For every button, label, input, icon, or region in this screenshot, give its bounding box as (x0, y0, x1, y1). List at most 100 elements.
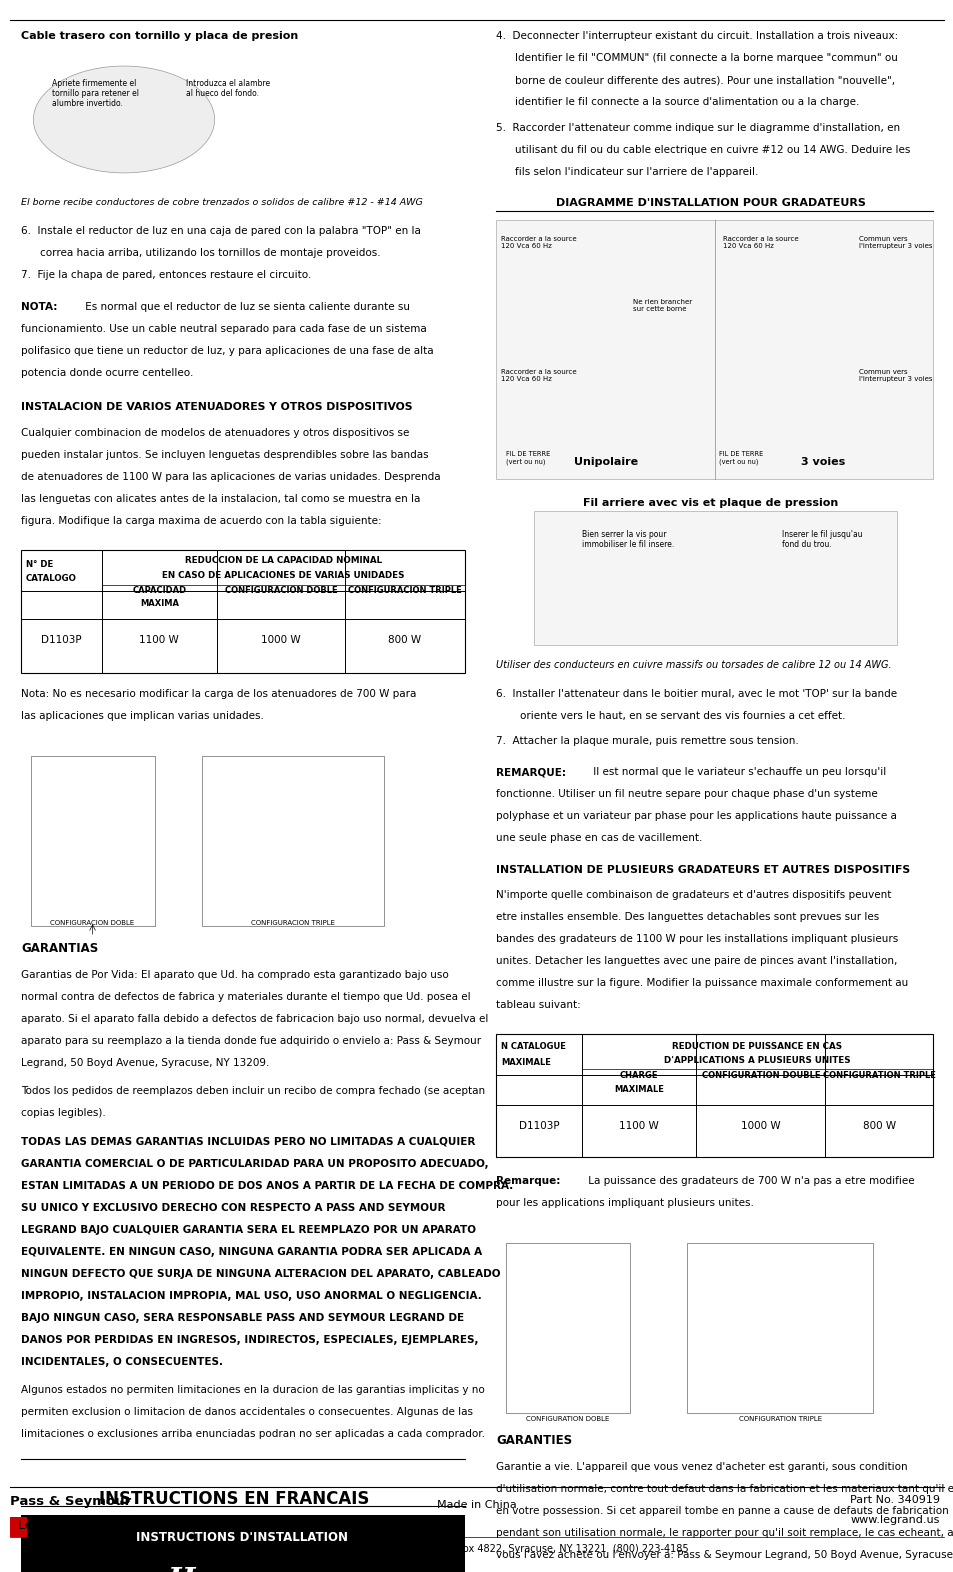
Text: LEGRAND BAJO CUALQUIER GARANTIA SERA EL REEMPLAZO POR UN APARATO: LEGRAND BAJO CUALQUIER GARANTIA SERA EL … (21, 1225, 476, 1234)
Text: CONFIGURACION TRIPLE: CONFIGURACION TRIPLE (251, 920, 335, 926)
Text: INSTRUCTIONS D'INSTALLATION: INSTRUCTIONS D'INSTALLATION (136, 1531, 348, 1544)
Text: 800 W: 800 W (862, 1121, 895, 1130)
Text: oriente vers le haut, en se servant des vis fournies a cet effet.: oriente vers le haut, en se servant des … (519, 711, 844, 720)
Text: Fil arriere avec vis et plaque de pression: Fil arriere avec vis et plaque de pressi… (582, 498, 838, 508)
Text: Harmony: Harmony (167, 1566, 317, 1572)
Text: Part No. 340919: Part No. 340919 (849, 1495, 939, 1504)
Text: NOTA:: NOTA: (21, 302, 57, 311)
Text: N° DE: N° DE (26, 560, 53, 569)
Text: Todos los pedidos de reemplazos deben incluir un recibo de compra fechado (se ac: Todos los pedidos de reemplazos deben in… (21, 1086, 485, 1096)
Text: IMPROPIO, INSTALACION IMPROPIA, MAL USO, USO ANORMAL O NEGLIGENCIA.: IMPROPIO, INSTALACION IMPROPIA, MAL USO,… (21, 1291, 481, 1300)
Text: Utiliser des conducteurs en cuivre massifs ou torsades de calibre 12 ou 14 AWG.: Utiliser des conducteurs en cuivre massi… (496, 660, 891, 670)
Text: BAJO NINGUN CASO, SERA RESPONSABLE PASS AND SEYMOUR LEGRAND DE: BAJO NINGUN CASO, SERA RESPONSABLE PASS … (21, 1313, 463, 1322)
Text: Legrand: Legrand (10, 1519, 69, 1531)
Text: 7.  Attacher la plaque murale, puis remettre sous tension.: 7. Attacher la plaque murale, puis remet… (496, 736, 798, 745)
Text: CONFIGURACION DOBLE: CONFIGURACION DOBLE (224, 586, 337, 596)
Text: N CATALOGUE: N CATALOGUE (500, 1042, 565, 1052)
Text: Commun vers
l'interrupteur 3 voies: Commun vers l'interrupteur 3 voies (858, 369, 931, 382)
Text: NINGUN DEFECTO QUE SURJA DE NINGUNA ALTERACION DEL APARATO, CABLEADO: NINGUN DEFECTO QUE SURJA DE NINGUNA ALTE… (21, 1269, 500, 1278)
Text: Nota: No es necesario modificar la carga de los atenuadores de 700 W para: Nota: No es necesario modificar la carga… (21, 689, 416, 698)
Text: Unipolaire: Unipolaire (573, 457, 638, 467)
Text: Garantie a vie. L'appareil que vous venez d'acheter est garanti, sous condition: Garantie a vie. L'appareil que vous vene… (496, 1462, 906, 1471)
Text: vous l'avez achete ou l'envoyer a: Pass & Seymour Legrand, 50 Boyd Avenue, Syrac: vous l'avez achete ou l'envoyer a: Pass … (496, 1550, 953, 1559)
Text: DIAGRAMME D'INSTALLATION POUR GRADATEURS: DIAGRAMME D'INSTALLATION POUR GRADATEURS (556, 198, 864, 208)
Text: La puissance des gradateurs de 700 W n'a pas a etre modifiee: La puissance des gradateurs de 700 W n'a… (584, 1176, 914, 1185)
Text: Es normal que el reductor de luz se sienta caliente durante su: Es normal que el reductor de luz se sien… (82, 302, 410, 311)
Text: D1103P: D1103P (518, 1121, 558, 1130)
Bar (534, 511, 896, 645)
Text: MAXIMA: MAXIMA (140, 599, 178, 608)
Text: correa hacia arriba, utilizando los tornillos de montaje proveidos.: correa hacia arriba, utilizando los torn… (40, 248, 380, 258)
Text: unites. Detacher les languettes avec une paire de pinces avant l'installation,: unites. Detacher les languettes avec une… (496, 956, 897, 965)
Text: EQUIVALENTE. EN NINGUN CASO, NINGUNA GARANTIA PODRA SER APLICADA A: EQUIVALENTE. EN NINGUN CASO, NINGUNA GAR… (21, 1247, 481, 1256)
Text: www.legrand.us: www.legrand.us (849, 1515, 939, 1525)
Text: El borne recibe conductores de cobre trenzados o solidos de calibre #12 - #14 AW: El borne recibe conductores de cobre tre… (21, 198, 422, 208)
Text: de atenuadores de 1100 W para las aplicaciones de varias unidades. Desprenda: de atenuadores de 1100 W para las aplica… (21, 472, 440, 481)
Text: CAPACIDAD: CAPACIDAD (132, 586, 186, 596)
Text: las aplicaciones que implican varias unidades.: las aplicaciones que implican varias uni… (21, 711, 264, 720)
Text: une seule phase en cas de vacillement.: une seule phase en cas de vacillement. (496, 833, 701, 843)
Text: SU UNICO Y EXCLUSIVO DERECHO CON RESPECTO A PASS AND SEYMOUR: SU UNICO Y EXCLUSIVO DERECHO CON RESPECT… (21, 1203, 445, 1212)
Text: pendant son utilisation normale, le rapporter pour qu'il soit remplace, le cas e: pendant son utilisation normale, le rapp… (496, 1528, 953, 1537)
Text: etre installes ensemble. Des languettes detachables sont prevues sur les: etre installes ensemble. Des languettes … (496, 912, 879, 921)
Text: GARANTIAS: GARANTIAS (21, 942, 98, 954)
Text: Bien serrer la vis pour
immobiliser le fil insere.: Bien serrer la vis pour immobiliser le f… (581, 530, 674, 549)
Text: 1100 W: 1100 W (618, 1121, 659, 1130)
Text: 1000 W: 1000 W (261, 635, 300, 645)
Text: REMARQUE:: REMARQUE: (496, 767, 565, 777)
Bar (10, 1517, 27, 1537)
Text: borne de couleur differente des autres). Pour une installation "nouvelle",: borne de couleur differente des autres).… (515, 75, 894, 85)
Text: identifier le fil connecte a la source d'alimentation ou a la charge.: identifier le fil connecte a la source d… (515, 97, 859, 107)
Text: aparato para su reemplazo a la tienda donde fue adquirido o envielo a: Pass & Se: aparato para su reemplazo a la tienda do… (21, 1036, 480, 1045)
Bar (202, 756, 383, 926)
Text: REDUCTION DE PUISSANCE EN CAS: REDUCTION DE PUISSANCE EN CAS (672, 1042, 841, 1052)
Text: Il est normal que le variateur s'echauffe un peu lorsqu'il: Il est normal que le variateur s'echauff… (589, 767, 885, 777)
Text: Pass & Seymour: Pass & Seymour (10, 1495, 131, 1508)
Text: Commun vers
l'interrupteur 3 voies: Commun vers l'interrupteur 3 voies (858, 236, 931, 248)
Text: 6.  Instale el reductor de luz en una caja de pared con la palabra "TOP" en la: 6. Instale el reductor de luz en una caj… (21, 226, 420, 236)
Text: potencia donde ocurre centelleo.: potencia donde ocurre centelleo. (21, 368, 193, 377)
Bar (21, 1515, 464, 1572)
Text: 3 voies: 3 voies (801, 457, 844, 467)
Text: CONFIGURACION DOBLE: CONFIGURACION DOBLE (51, 920, 134, 926)
Bar (496, 1034, 932, 1157)
Text: INSTRUCTIONS EN FRANCAIS: INSTRUCTIONS EN FRANCAIS (98, 1490, 369, 1508)
Text: REDUCCION DE LA CAPACIDAD NOMINAL: REDUCCION DE LA CAPACIDAD NOMINAL (185, 556, 381, 566)
Text: Identifier le fil "COMMUN" (fil connecte a la borne marquee "commun" ou: Identifier le fil "COMMUN" (fil connecte… (515, 53, 897, 63)
Text: comme illustre sur la figure. Modifier la puissance maximale conformement au: comme illustre sur la figure. Modifier l… (496, 978, 907, 987)
Text: CONFIGURATION DOUBLE: CONFIGURATION DOUBLE (700, 1071, 820, 1080)
Text: 6.  Installer l'attenateur dans le boitier mural, avec le mot 'TOP' sur la bande: 6. Installer l'attenateur dans le boitie… (496, 689, 896, 698)
Text: normal contra de defectos de fabrica y materiales durante el tiempo que Ud. pose: normal contra de defectos de fabrica y m… (21, 992, 470, 1001)
Text: las lenguetas con alicates antes de la instalacion, tal como se muestra en la: las lenguetas con alicates antes de la i… (21, 494, 420, 503)
Text: 5.  Raccorder l'attenateur comme indique sur le diagramme d'installation, en: 5. Raccorder l'attenateur comme indique … (496, 123, 900, 132)
Text: fonctionne. Utiliser un fil neutre separe pour chaque phase d'un systeme: fonctionne. Utiliser un fil neutre separ… (496, 789, 877, 799)
Text: FIL DE TERRE
(vert ou nu): FIL DE TERRE (vert ou nu) (719, 451, 762, 465)
Text: © 2010 Pass & Seymour/Legrand, P.O. Box 4822, Syracuse, NY 13221  (800) 223-4185: © 2010 Pass & Seymour/Legrand, P.O. Box … (265, 1544, 688, 1553)
Text: 7.  Fije la chapa de pared, entonces restaure el circuito.: 7. Fije la chapa de pared, entonces rest… (21, 270, 311, 280)
Text: polyphase et un variateur par phase pour les applications haute puissance a: polyphase et un variateur par phase pour… (496, 811, 896, 821)
Text: polifasico que tiene un reductor de luz, y para aplicaciones de una fase de alta: polifasico que tiene un reductor de luz,… (21, 346, 434, 355)
Text: GARANTIA COMERCIAL O DE PARTICULARIDAD PARA UN PROPOSITO ADECUADO,: GARANTIA COMERCIAL O DE PARTICULARIDAD P… (21, 1159, 488, 1168)
Bar (21, 550, 464, 673)
Text: D1103P: D1103P (41, 635, 82, 645)
Text: aparato. Si el aparato falla debido a defectos de fabricacion bajo uso normal, d: aparato. Si el aparato falla debido a de… (21, 1014, 488, 1023)
Text: funcionamiento. Use un cable neutral separado para cada fase de un sistema: funcionamiento. Use un cable neutral sep… (21, 324, 426, 333)
Text: permiten exclusion o limitacion de danos accidentales o consecuentes. Algunas de: permiten exclusion o limitacion de danos… (21, 1407, 473, 1416)
Text: CONFIGURACION TRIPLE: CONFIGURACION TRIPLE (348, 586, 461, 596)
Text: EN CASO DE APLICACIONES DE VARIAS UNIDADES: EN CASO DE APLICACIONES DE VARIAS UNIDAD… (162, 571, 404, 580)
Text: tableau suivant:: tableau suivant: (496, 1000, 580, 1009)
Text: 4.  Deconnecter l'interrupteur existant du circuit. Installation a trois niveaux: 4. Deconnecter l'interrupteur existant d… (496, 31, 898, 41)
Text: 1100 W: 1100 W (139, 635, 179, 645)
Text: INCIDENTALES, O CONSECUENTES.: INCIDENTALES, O CONSECUENTES. (21, 1357, 223, 1366)
Text: Cualquier combinacion de modelos de atenuadores y otros dispositivos se: Cualquier combinacion de modelos de aten… (21, 428, 409, 437)
Text: N'importe quelle combinaison de gradateurs et d'autres dispositifs peuvent: N'importe quelle combinaison de gradateu… (496, 890, 890, 899)
Text: Made in China: Made in China (436, 1500, 517, 1509)
Text: DANOS POR PERDIDAS EN INGRESOS, INDIRECTOS, ESPECIALES, EJEMPLARES,: DANOS POR PERDIDAS EN INGRESOS, INDIRECT… (21, 1335, 478, 1344)
Text: MAXIMALE: MAXIMALE (500, 1058, 550, 1067)
Text: ESTAN LIMITADAS A UN PERIODO DE DOS ANOS A PARTIR DE LA FECHA DE COMPRA.: ESTAN LIMITADAS A UN PERIODO DE DOS ANOS… (21, 1181, 513, 1190)
Text: Ne rien brancher
sur cette borne: Ne rien brancher sur cette borne (633, 299, 692, 311)
Text: Apriete firmemente el
tornillo para retener el
alumbre invertido.: Apriete firmemente el tornillo para rete… (52, 79, 139, 108)
Text: Raccorder a la source
120 Vca 60 Hz: Raccorder a la source 120 Vca 60 Hz (722, 236, 798, 248)
Text: en votre possession. Si cet appareil tombe en panne a cause de defauts de fabric: en votre possession. Si cet appareil tom… (496, 1506, 948, 1515)
Text: TODAS LAS DEMAS GARANTIAS INCLUIDAS PERO NO LIMITADAS A CUALQUIER: TODAS LAS DEMAS GARANTIAS INCLUIDAS PERO… (21, 1137, 475, 1146)
